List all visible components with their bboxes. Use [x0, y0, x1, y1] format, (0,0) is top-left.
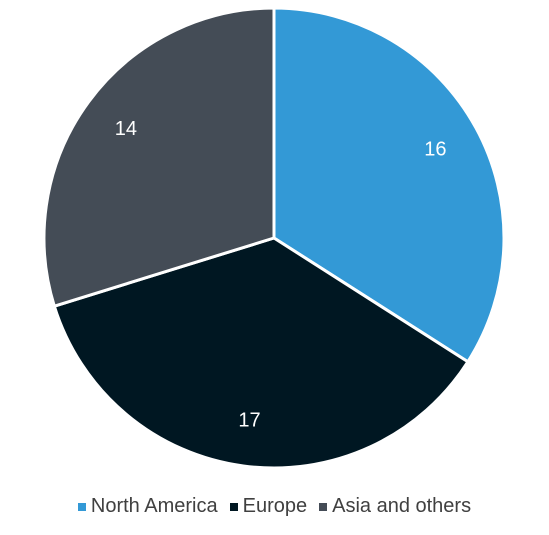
- pie-slice-europe: [52, 236, 470, 470]
- legend-item-north-america: North America: [77, 495, 218, 518]
- legend-item-asia-and-others: Asia and others: [319, 495, 471, 518]
- legend-swatch-europe: [229, 502, 238, 511]
- legend-swatch-north-america: [77, 502, 86, 511]
- legend-label-europe: Europe: [242, 495, 308, 517]
- pie-chart: 16 17 14: [42, 6, 506, 470]
- pie-slices: [42, 6, 506, 470]
- legend-item-europe: Europe: [229, 495, 308, 518]
- pie-slice-asia-and-others: [42, 6, 276, 308]
- legend-label-north-america: North America: [90, 495, 218, 517]
- pie-data-labels: 16 17 14: [115, 118, 447, 432]
- data-label-north-america: 16: [424, 139, 446, 161]
- data-label-asia-and-others: 14: [115, 118, 137, 140]
- data-label-europe: 17: [238, 409, 260, 431]
- legend-swatch-asia-and-others: [319, 502, 328, 511]
- chart-legend: North America Europe Asia and others: [0, 495, 549, 518]
- legend-label-asia-and-others: Asia and others: [332, 495, 472, 517]
